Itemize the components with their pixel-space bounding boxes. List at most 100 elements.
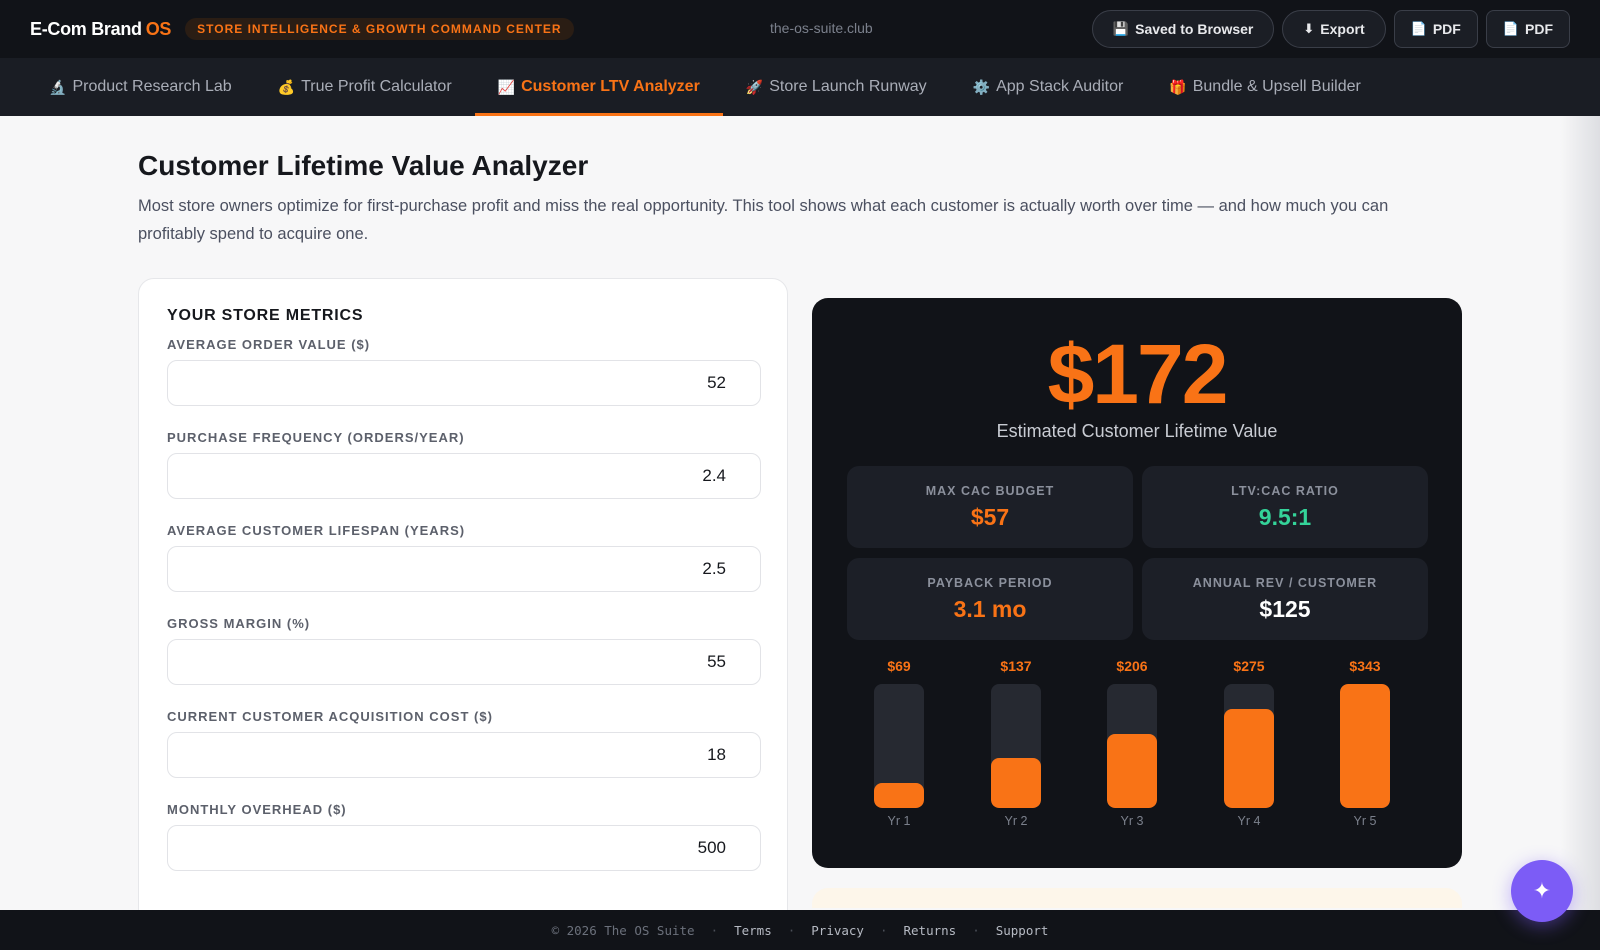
scroll-shade <box>1560 116 1600 910</box>
saved-to-browser-label: Saved to Browser <box>1135 21 1254 37</box>
download-icon: ⬇ <box>1303 21 1315 36</box>
bar-value-label: $69 <box>887 658 911 674</box>
ltv-value: $172 <box>1047 327 1229 421</box>
bar-column: $69 Yr 1 <box>874 658 924 838</box>
bar-value-label: $206 <box>1116 658 1148 674</box>
sparkle-icon: ✦ <box>1532 878 1552 903</box>
chart-up-icon: 📈 <box>497 78 516 95</box>
store-metrics-card: YOUR STORE METRICS AVERAGE ORDER VALUE (… <box>138 278 788 938</box>
pdf-label-2: PDF <box>1525 21 1553 37</box>
bar-column: $206 Yr 3 <box>1107 658 1157 838</box>
stat-label: PAYBACK PERIOD <box>927 576 1053 590</box>
bar <box>874 783 924 808</box>
bar-value-label: $275 <box>1233 658 1265 674</box>
saved-to-browser-button[interactable]: 💾 Saved to Browser <box>1091 10 1275 48</box>
bar-category-label: Yr 4 <box>1237 814 1261 828</box>
tab-label: True Profit Calculator <box>301 78 452 95</box>
gross-margin-input[interactable]: 55 <box>167 639 761 685</box>
pdf-button[interactable]: 📄 PDF <box>1393 10 1478 48</box>
stat-label: ANNUAL REV / CUSTOMER <box>1192 576 1378 590</box>
tool-tabs: 🔬 Product Research Lab 💰 True Profit Cal… <box>0 58 1600 116</box>
footer-link-returns[interactable]: Returns <box>903 922 957 938</box>
tab-store-launch-runway[interactable]: 🚀 Store Launch Runway <box>723 58 950 116</box>
brand-name: E-Com Brand <box>30 18 142 39</box>
stat-payback-period: PAYBACK PERIOD 3.1 mo <box>847 558 1133 640</box>
gear-icon: ⚙️ <box>972 78 991 95</box>
tab-true-profit-calculator[interactable]: 💰 True Profit Calculator <box>255 58 475 116</box>
ltv-caption: Estimated Customer Lifetime Value <box>996 421 1278 441</box>
footer-link-support[interactable]: Support <box>995 922 1049 938</box>
bar-category-label: Yr 2 <box>1004 814 1028 828</box>
footer-separator: · <box>879 922 888 938</box>
brand-suffix: OS <box>145 18 172 39</box>
aov-label: AVERAGE ORDER VALUE ($) <box>167 337 371 352</box>
cac-input[interactable]: 18 <box>167 732 761 778</box>
export-label: Export <box>1320 21 1365 37</box>
footer-separator: · <box>787 922 796 938</box>
bar <box>1340 684 1390 808</box>
top-bar: E-Com Brand OS STORE INTELLIGENCE & GROWT… <box>0 0 1600 58</box>
microscope-icon: 🔬 <box>49 78 67 95</box>
ltv-growth-chart: $69 Yr 1 $137 Yr 2 $206 Yr 3 $275 Yr 4 $343 Yr 5 <box>812 658 1462 838</box>
cac-label: CURRENT CUSTOMER ACQUISITION COST ($) <box>167 709 493 724</box>
export-button[interactable]: ⬇ Export <box>1282 10 1386 48</box>
pdf-label: PDF <box>1432 21 1461 37</box>
tab-label: Bundle & Upsell Builder <box>1192 78 1361 95</box>
tab-label: Customer LTV Analyzer <box>521 78 700 95</box>
footer-separator: · <box>972 922 980 938</box>
document-icon: 📄 <box>1502 21 1519 36</box>
metrics-title: YOUR STORE METRICS <box>167 307 364 324</box>
stat-label: MAX CAC BUDGET <box>925 484 1055 498</box>
stat-label: LTV:CAC RATIO <box>1231 484 1339 498</box>
footer: © 2026 The OS Suite · Terms · Privacy · … <box>0 910 1600 950</box>
site-domain: the-os-suite.club <box>770 20 873 36</box>
stat-value: $57 <box>970 504 1010 530</box>
bar-value-label: $343 <box>1349 658 1381 674</box>
lifespan-input[interactable]: 2.5 <box>167 546 761 592</box>
page-title: Customer Lifetime Value Analyzer <box>138 150 589 181</box>
tab-app-stack-auditor[interactable]: ⚙️ App Stack Auditor <box>950 58 1147 116</box>
frequency-label: PURCHASE FREQUENCY (ORDERS/YEAR) <box>167 430 465 445</box>
frequency-input[interactable]: 2.4 <box>167 453 761 499</box>
floppy-disk-icon: 💾 <box>1112 21 1130 36</box>
lifespan-label: AVERAGE CUSTOMER LIFESPAN (YEARS) <box>167 523 466 538</box>
bar <box>991 758 1041 808</box>
tab-label: App Stack Auditor <box>996 78 1124 95</box>
footer-copyright: © 2026 The OS Suite <box>551 922 695 938</box>
bar-track <box>1224 684 1274 808</box>
footer-link-privacy[interactable]: Privacy <box>811 922 864 938</box>
money-bag-icon: 💰 <box>277 78 296 95</box>
stat-value: 9.5:1 <box>1258 504 1312 530</box>
tab-product-research-lab[interactable]: 🔬 Product Research Lab <box>26 58 255 116</box>
tab-bundle-upsell-builder[interactable]: 🎁 Bundle & Upsell Builder <box>1146 58 1384 116</box>
bar-category-label: Yr 1 <box>887 814 911 828</box>
tab-customer-ltv-analyzer[interactable]: 📈 Customer LTV Analyzer <box>474 58 723 116</box>
tab-label: Store Launch Runway <box>769 78 927 95</box>
overhead-input[interactable]: 500 <box>167 825 761 871</box>
aov-input[interactable]: 52 <box>167 360 761 406</box>
rocket-icon: 🚀 <box>745 78 764 95</box>
page-description: Most store owners optimize for first-pur… <box>138 197 1389 243</box>
bar-value-label: $137 <box>1000 658 1032 674</box>
stat-value: 3.1 mo <box>953 596 1027 622</box>
bar-track <box>991 684 1041 808</box>
footer-separator: · <box>710 922 719 938</box>
document-icon: 📄 <box>1410 21 1427 36</box>
overhead-label: MONTHLY OVERHEAD ($) <box>167 802 347 817</box>
bar-category-label: Yr 3 <box>1120 814 1144 828</box>
brand-tagline: STORE INTELLIGENCE & GROWTH COMMAND CENT… <box>185 18 574 40</box>
bar-track <box>1107 684 1157 808</box>
bar <box>1224 709 1274 808</box>
bar-column: $137 Yr 2 <box>991 658 1041 838</box>
bar <box>1107 734 1157 808</box>
brand-logo[interactable]: E-Com Brand OS <box>30 19 171 40</box>
assistant-fab-button[interactable]: ✦ <box>1511 860 1573 922</box>
bar-category-label: Yr 5 <box>1353 814 1377 828</box>
stat-value: $125 <box>1259 596 1311 622</box>
gross-margin-label: GROSS MARGIN (%) <box>167 616 311 631</box>
footer-link-terms[interactable]: Terms <box>734 922 772 938</box>
gift-icon: 🎁 <box>1169 78 1187 95</box>
bar-column: $343 Yr 5 <box>1340 658 1390 838</box>
bar-track <box>874 684 924 808</box>
pdf-button-2[interactable]: 📄 PDF <box>1485 10 1570 48</box>
